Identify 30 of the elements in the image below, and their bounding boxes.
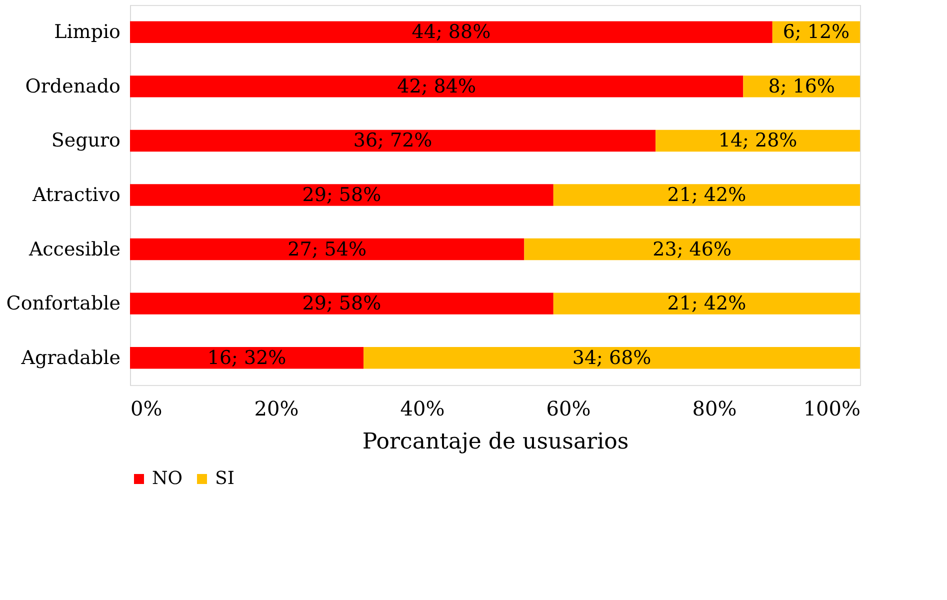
y-tick-label: Ordenado [25,75,120,98]
x-tick-label: 0% [130,396,162,420]
data-label: 44; 88% [412,21,491,44]
x-tick-label: 100% [803,396,860,420]
x-tick-label: 20% [254,396,299,420]
data-label: 21; 42% [667,292,746,315]
y-tick-label: Limpio [54,21,120,44]
data-label: 23; 46% [652,238,732,260]
y-tick-label: Accesible [28,238,120,260]
y-tick-label: Agradable [20,346,120,369]
data-label: 27; 54% [288,238,367,260]
y-tick-label: Confortable [6,292,120,315]
legend-label: NO [152,468,183,489]
legend-label: SI [215,468,234,489]
data-label: 14; 28% [718,130,798,152]
y-tick-label: Atractivo [32,184,120,206]
data-label: 29; 58% [302,292,382,315]
x-tick-label: 40% [400,396,445,420]
data-label: 8; 16% [768,75,835,98]
data-label: 42; 84% [397,75,476,98]
data-label: 21; 42% [667,184,746,206]
y-tick-label: Seguro [51,130,120,152]
data-label: 29; 58% [302,184,382,206]
x-axis-title: Porcantaje de ususarios [362,430,629,454]
data-label: 6; 12% [782,21,850,44]
data-label: 36; 72% [353,130,432,152]
data-label: 16; 32% [207,346,286,369]
x-tick-label: 60% [546,396,591,420]
data-label: 34; 68% [572,346,652,369]
x-tick-label: 80% [692,396,737,420]
